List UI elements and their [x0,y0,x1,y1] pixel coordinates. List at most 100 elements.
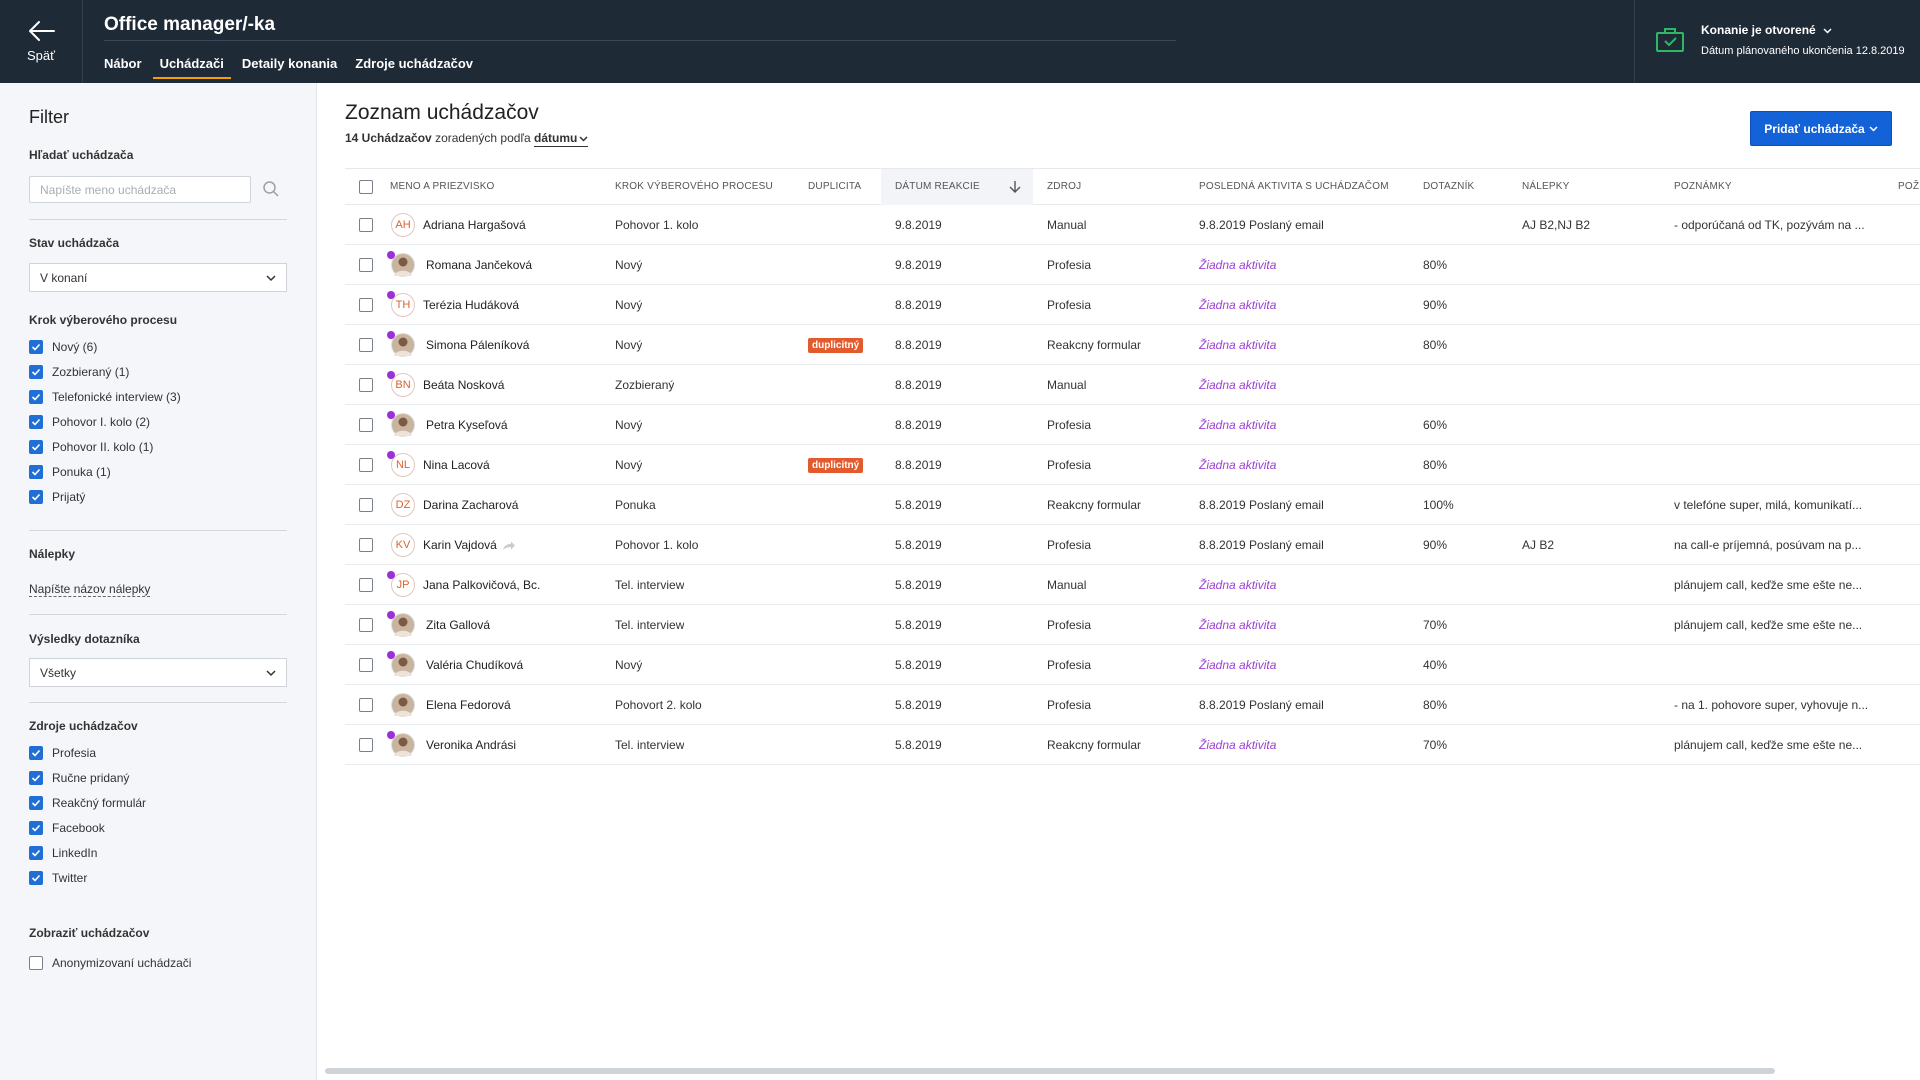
activity-cell: Žiadna aktivita [1199,418,1277,432]
notes-cell [1674,405,1874,445]
checkbox-checked[interactable] [29,770,43,785]
checkbox-checked[interactable] [29,339,43,354]
candidate-name[interactable]: Darina Zacharová [423,485,518,525]
row-checkbox[interactable] [359,458,373,472]
candidate-name-text: Zita Gallová [426,618,491,632]
step-checkbox-novy[interactable]: Nový (6) [29,334,181,359]
checkbox-checked[interactable] [29,820,43,835]
table-row[interactable]: NL Nina Lacová Nový duplicitný 8.8.2019 Profe… [345,445,1920,485]
row-checkbox[interactable] [359,698,373,712]
status-dropdown[interactable]: Konanie je otvorené [1701,23,1832,37]
row-checkbox[interactable] [359,298,373,312]
row-checkbox[interactable] [359,418,373,432]
candidate-name[interactable]: Nina Lacová [423,445,490,485]
source-checkbox-rucne[interactable]: Ručne pridaný [29,765,146,790]
row-checkbox[interactable] [359,378,373,392]
row-checkbox[interactable] [359,538,373,552]
row-checkbox[interactable] [359,218,373,232]
col-date[interactable]: Dátum reakcie [881,169,1033,205]
tab-nabor[interactable]: Nábor [104,56,142,71]
checkbox-checked[interactable] [29,745,43,760]
col-activity[interactable]: Posledná aktivita s uchádzačom [1199,181,1389,192]
row-checkbox[interactable] [359,338,373,352]
row-checkbox[interactable] [359,658,373,672]
table-row[interactable]: AH Adriana Hargašová Pohovor 1. kolo 9.8.20… [345,205,1920,245]
source-checkbox-linkedin[interactable]: LinkedIn [29,840,146,865]
candidate-name[interactable]: Terézia Hudáková [423,285,519,325]
candidate-name[interactable]: Karin Vajdová [423,525,516,565]
col-quiz[interactable]: Dotazník [1423,181,1475,192]
source-checkbox-profesia[interactable]: Profesia [29,740,146,765]
source-checkbox-facebook[interactable]: Facebook [29,815,146,840]
candidate-name[interactable]: Jana Palkovičová, Bc. [423,565,540,605]
checkbox-checked[interactable] [29,870,43,885]
row-checkbox[interactable] [359,498,373,512]
table-row[interactable]: TH Terézia Hudáková Nový 8.8.2019 Profesia Ži… [345,285,1920,325]
tab-detaily-konania[interactable]: Detaily konania [241,56,338,71]
col-extra[interactable]: Pož [1898,181,1920,192]
anonymized-checkbox[interactable]: Anonymizovaní uchádzači [29,950,191,975]
row-checkbox[interactable] [359,618,373,632]
tags-input-link[interactable]: Napíšte názov nálepky [29,582,151,597]
row-checkbox[interactable] [359,578,373,592]
step-checkbox-pohovor-1[interactable]: Pohovor I. kolo (2) [29,409,181,434]
step-cell: Nový [615,458,643,472]
checkbox-checked[interactable] [29,795,43,810]
source-checkbox-reakcny[interactable]: Reakčný formulár [29,790,146,815]
table-row[interactable]: Elena Fedorová Pohovort 2. kolo 5.8.2019 Pr… [345,685,1920,725]
back-button[interactable]: Späť [0,0,83,83]
row-checkbox[interactable] [359,738,373,752]
candidate-name[interactable]: Beáta Nosková [423,365,504,405]
add-candidate-button[interactable]: Pridať uchádzača [1750,111,1892,146]
checkbox-checked[interactable] [29,364,43,379]
table-row[interactable]: KV Karin Vajdová Pohovor 1. kolo 5.8.2019 Pr… [345,525,1920,565]
table-row[interactable]: BN Beáta Nosková Zozbieraný 8.8.2019 Manual Ž… [345,365,1920,405]
checkbox-checked[interactable] [29,439,43,454]
col-name[interactable]: Meno a priezvisko [390,181,495,192]
source-checkbox-twitter[interactable]: Twitter [29,865,146,890]
step-checkbox-zozbierany[interactable]: Zozbieraný (1) [29,359,181,384]
sort-field-dropdown[interactable]: dátumu [533,131,589,147]
table-row[interactable]: JP Jana Palkovičová, Bc. Tel. interview 5.8… [345,565,1920,605]
step-label: Ponuka (1) [52,464,111,479]
candidate-name[interactable]: Valéria Chudíková [426,645,523,685]
checkbox-checked[interactable] [29,464,43,479]
tab-uchadzaci[interactable]: Uchádzači [152,56,231,79]
step-checkbox-telefonicke[interactable]: Telefonické interview (3) [29,384,181,409]
table-row[interactable]: Zita Gallová Tel. interview 5.8.2019 Profes… [345,605,1920,645]
candidate-name[interactable]: Elena Fedorová [426,685,511,725]
step-checkbox-prijaty[interactable]: Prijatý [29,484,181,509]
candidate-name[interactable]: Simona Páleníková [426,325,529,365]
candidate-name[interactable]: Romana Jančeková [426,245,532,285]
search-icon[interactable] [262,180,280,198]
checkbox-checked[interactable] [29,845,43,860]
step-checkbox-ponuka[interactable]: Ponuka (1) [29,459,181,484]
select-all-checkbox[interactable] [359,180,373,194]
col-step[interactable]: Krok výberového procesu [615,181,773,192]
horizontal-scrollbar[interactable] [325,1068,1775,1074]
table-row[interactable]: Petra Kyseľová Nový 8.8.2019 Profesia Žiadna… [345,405,1920,445]
table-row[interactable]: Valéria Chudíková Nový 5.8.2019 Profesia Žia… [345,645,1920,685]
candidate-name[interactable]: Adriana Hargašová [423,205,526,245]
table-row[interactable]: DZ Darina Zacharová Ponuka 5.8.2019 Reakcny … [345,485,1920,525]
quiz-select[interactable]: Všetky [29,658,287,687]
checkbox-checked[interactable] [29,489,43,504]
state-select[interactable]: V konaní [29,263,287,292]
col-notes[interactable]: Poznámky [1674,181,1732,192]
tab-zdroje-uchadzacov[interactable]: Zdroje uchádzačov [355,56,473,71]
table-row[interactable]: Romana Jančeková Nový 9.8.2019 Profesia Žiad… [345,245,1920,285]
row-checkbox[interactable] [359,258,373,272]
candidate-name[interactable]: Veronika Andrási [426,725,516,765]
checkbox-unchecked[interactable] [29,955,43,970]
table-row[interactable]: Simona Páleníková Nový duplicitný 8.8.2019 R… [345,325,1920,365]
table-row[interactable]: Veronika Andrási Tel. interview 5.8.2019 Re… [345,725,1920,765]
col-tags[interactable]: Nálepky [1522,181,1570,192]
col-source[interactable]: Zdroj [1047,181,1082,192]
candidate-name[interactable]: Petra Kyseľová [426,405,508,445]
checkbox-checked[interactable] [29,389,43,404]
col-dup[interactable]: Duplicita [808,181,862,192]
candidate-search-input[interactable] [29,176,251,203]
checkbox-checked[interactable] [29,414,43,429]
step-checkbox-pohovor-2[interactable]: Pohovor II. kolo (1) [29,434,181,459]
candidate-name[interactable]: Zita Gallová [426,605,490,645]
